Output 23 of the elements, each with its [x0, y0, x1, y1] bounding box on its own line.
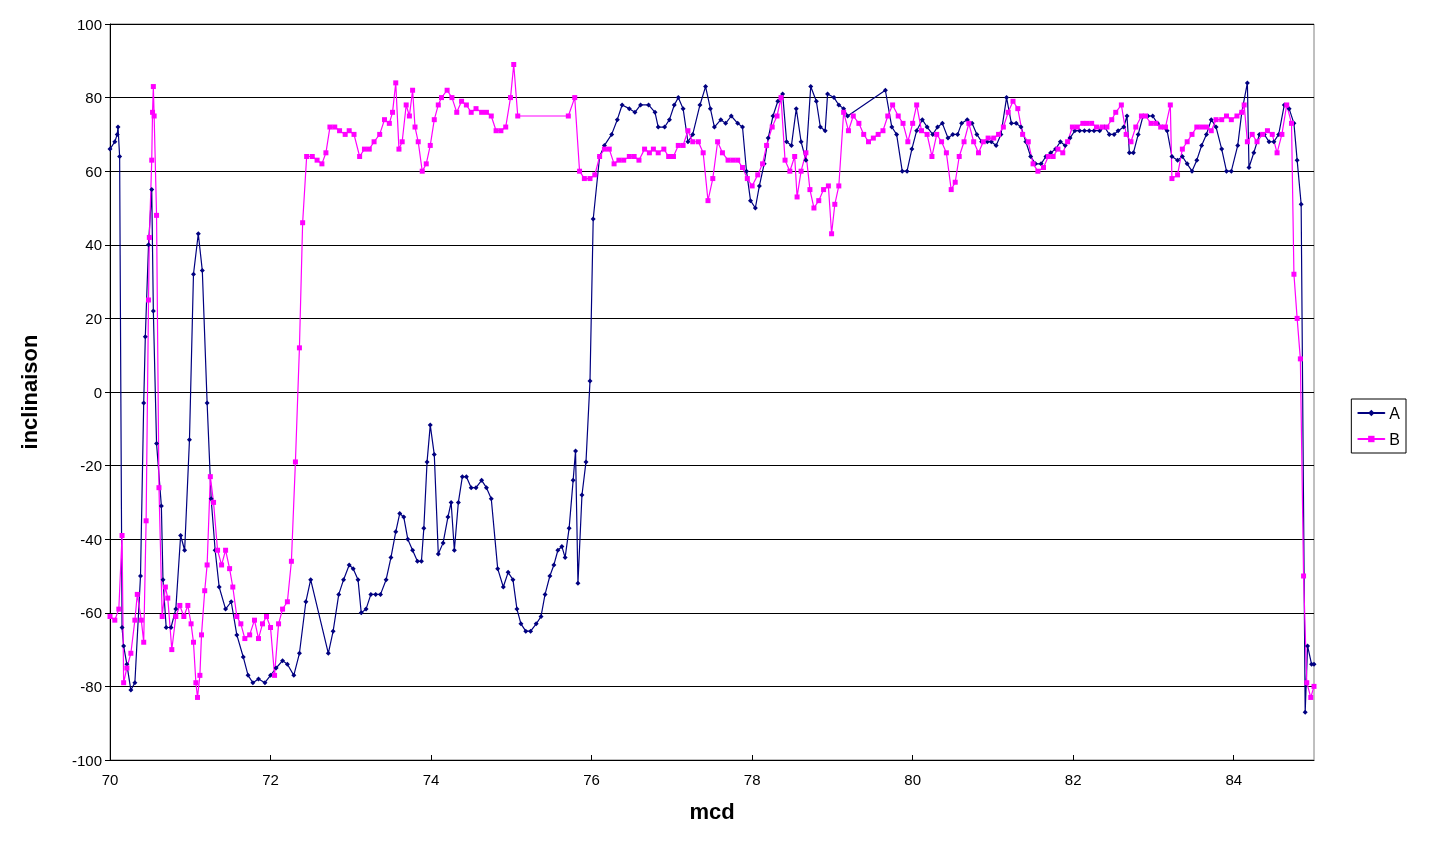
- x-tick-label: 80: [904, 771, 922, 788]
- y-tick-label: -60: [80, 604, 102, 622]
- x-tick-label: 74: [422, 771, 440, 788]
- x-tick-label: 84: [1225, 771, 1243, 788]
- y-tick-label: 0: [93, 383, 102, 401]
- x-axis-title: mcd: [689, 798, 735, 824]
- x-tick-label: 70: [101, 771, 119, 788]
- legend-label: A: [1389, 404, 1401, 422]
- y-tick-label: -100: [71, 751, 102, 769]
- x-tick-label: 78: [743, 771, 761, 788]
- y-tick-label: -80: [80, 677, 102, 695]
- x-tick-label: 82: [1064, 771, 1082, 788]
- y-tick-label: 60: [85, 162, 102, 180]
- x-tick-label: 76: [583, 771, 600, 788]
- y-tick-label: 80: [85, 89, 102, 107]
- y-tick-label: -20: [80, 457, 102, 475]
- y-tick-label: -40: [80, 530, 102, 548]
- y-tick-label: 100: [76, 15, 102, 33]
- y-axis-title: inclinaison: [16, 334, 42, 450]
- x-tick-label: 72: [262, 771, 279, 788]
- legend-label: B: [1389, 430, 1400, 448]
- y-tick-label: 40: [85, 236, 102, 254]
- y-tick-label: 20: [85, 309, 102, 327]
